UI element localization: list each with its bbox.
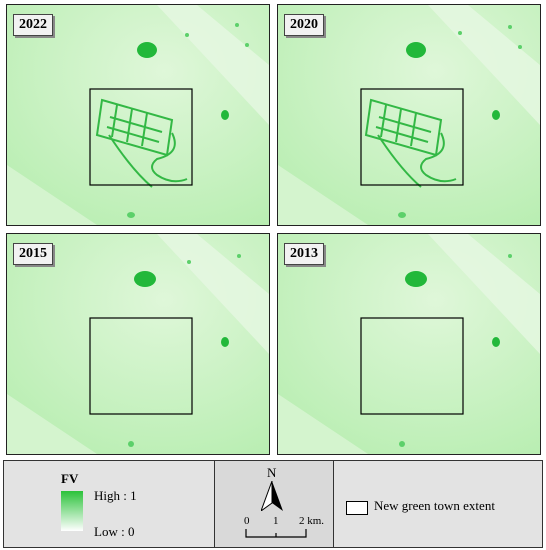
north-and-scale: N 0 1 2 km. [215, 461, 334, 547]
map-panel-2013: 2013 [277, 233, 541, 455]
year-label: 2013 [284, 243, 324, 265]
fv-map-2013 [278, 234, 540, 454]
fv-title: FV [61, 471, 79, 486]
year-label: 2020 [284, 14, 324, 36]
high-label: High : 1 [94, 488, 137, 503]
fv-map-2020 [278, 5, 540, 225]
year-label: 2022 [13, 14, 53, 36]
map-panel-2015: 2015 [6, 233, 270, 455]
scale-tick-1: 1 [273, 515, 279, 527]
fv-legend: FV High : 1 Low : 0 [4, 461, 215, 547]
new-green-town-extent [89, 317, 193, 415]
vegetation-patch [137, 42, 157, 58]
new-green-town-extent [360, 88, 464, 186]
legend: FV High : 1 Low : 0 N 0 1 2 km. New gree… [3, 460, 543, 548]
extent-legend: New green town extent [334, 461, 542, 547]
green-town [364, 98, 457, 188]
fv-color-ramp [61, 491, 83, 531]
scale-tick-0: 0 [244, 515, 250, 527]
year-label: 2015 [13, 243, 53, 265]
extent-symbol [346, 501, 368, 515]
map-panel-2022: 2022 [6, 4, 270, 226]
green-town [95, 98, 188, 188]
scale-tick-2: 2 km. [299, 515, 325, 527]
extent-label: New green town extent [374, 498, 495, 513]
low-label: Low : 0 [94, 524, 135, 539]
map-panel-2020: 2020 [277, 4, 541, 226]
new-green-town-extent [360, 317, 464, 415]
fv-map-2022 [7, 5, 269, 225]
new-green-town-extent [89, 88, 193, 186]
north-arrow-icon [261, 481, 283, 511]
fv-map-2015 [7, 234, 269, 454]
scale-bar [245, 529, 307, 538]
north-label: N [267, 465, 277, 480]
